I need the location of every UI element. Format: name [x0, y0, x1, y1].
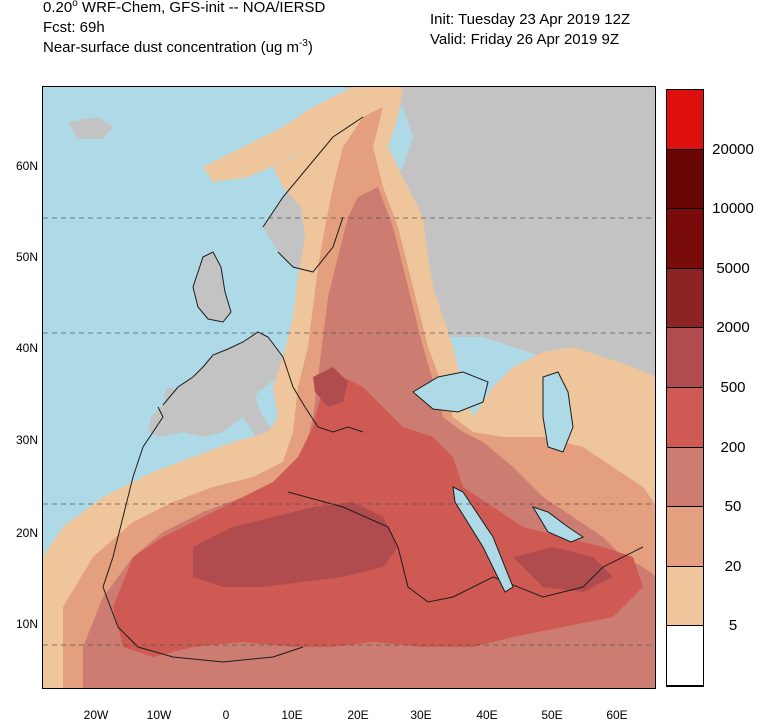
colorbar-swatch — [667, 209, 703, 269]
forecast-hour: Fcst: 69h — [43, 19, 105, 36]
lat-label-20n: 20N — [15, 526, 38, 540]
valid-time: Valid: Friday 26 Apr 2019 9Z — [430, 31, 619, 48]
colorbar-swatch — [667, 149, 703, 210]
colorbar-level-label: 200 — [720, 438, 746, 456]
degree-symbol: o — [72, 0, 78, 9]
resolution-text: 0.20 — [43, 0, 73, 16]
variable-text: Near-surface dust concentration (ug m — [43, 39, 299, 56]
lat-label-50n: 50N — [15, 250, 38, 264]
time-info-block: Init: Tuesday 23 Apr 2019 12Z Valid: Fri… — [430, 10, 630, 50]
colorbar-level-label: 2000 — [716, 319, 750, 337]
lon-label-30e: 30E — [410, 708, 432, 722]
land-uk — [193, 252, 231, 322]
land-europe — [148, 332, 283, 437]
colorbar-level-label: 5000 — [716, 259, 750, 277]
colorbar-swatch — [667, 507, 703, 567]
model-name-text: WRF-Chem, GFS-init -- NOA/IERSD — [77, 0, 326, 16]
dust-level-500-sahara — [193, 502, 398, 587]
init-time: Init: Tuesday 23 Apr 2019 12Z — [430, 11, 631, 28]
colorbar-level-label: 20 — [724, 557, 742, 575]
colorbar-swatch — [667, 566, 703, 627]
colorbar-swatch — [667, 626, 703, 686]
map-title-block: 0.20o WRF-Chem, GFS-init -- NOA/IERSD Fc… — [43, 0, 325, 58]
land-iceland — [68, 117, 113, 139]
colorbar-level-label: 10000 — [712, 200, 754, 218]
lat-label-10n: 10N — [15, 617, 38, 631]
coastline-red-sea — [452, 486, 514, 593]
unit-close: ) — [307, 39, 313, 56]
lat-label-40n: 40N — [15, 341, 38, 355]
colorbar-level-label: 50 — [724, 498, 742, 516]
dust-map — [42, 86, 656, 689]
colorbar-swatch — [667, 388, 703, 448]
dust-level-500-balkans — [313, 367, 348, 407]
colorbar-level-label: 500 — [720, 379, 746, 396]
dust-level-500-arabia — [513, 547, 613, 592]
colorbar-swatch — [667, 447, 703, 508]
lon-label-40e: 40E — [476, 708, 498, 722]
lat-label-60n: 60N — [15, 159, 38, 173]
dust-plume-north — [203, 92, 343, 182]
lon-label-10w: 10W — [146, 708, 172, 722]
variable-title: Near-surface dust concentration (ug m-3) — [43, 38, 325, 58]
lon-label-0: 0 — [222, 708, 230, 722]
lat-label-30n: 30N — [15, 433, 38, 447]
coastline-caspian — [542, 371, 574, 453]
colorbar-swatch — [667, 90, 703, 150]
coastline-africa — [102, 406, 644, 663]
lon-label-50e: 50E — [541, 708, 563, 722]
coastline-black-sea — [412, 371, 489, 413]
colorbar-swatch — [667, 268, 703, 329]
unit-exponent: -3 — [298, 38, 308, 49]
graticule — [43, 217, 655, 646]
coastline-europe — [162, 116, 364, 433]
map-canvas — [43, 87, 655, 688]
coastline-persian-gulf — [531, 506, 585, 543]
lon-label-10e: 10E — [281, 708, 303, 722]
lon-label-20e: 20E — [347, 708, 369, 722]
lon-label-20w: 20W — [83, 708, 109, 722]
colorbar-level-label: 5 — [728, 617, 738, 635]
colorbar — [666, 89, 704, 687]
colorbar-level-label: 20000 — [712, 140, 754, 158]
model-title: 0.20o WRF-Chem, GFS-init -- NOA/IERSD — [43, 0, 325, 18]
lon-label-60e: 60E — [606, 708, 628, 722]
colorbar-swatch — [667, 328, 703, 388]
